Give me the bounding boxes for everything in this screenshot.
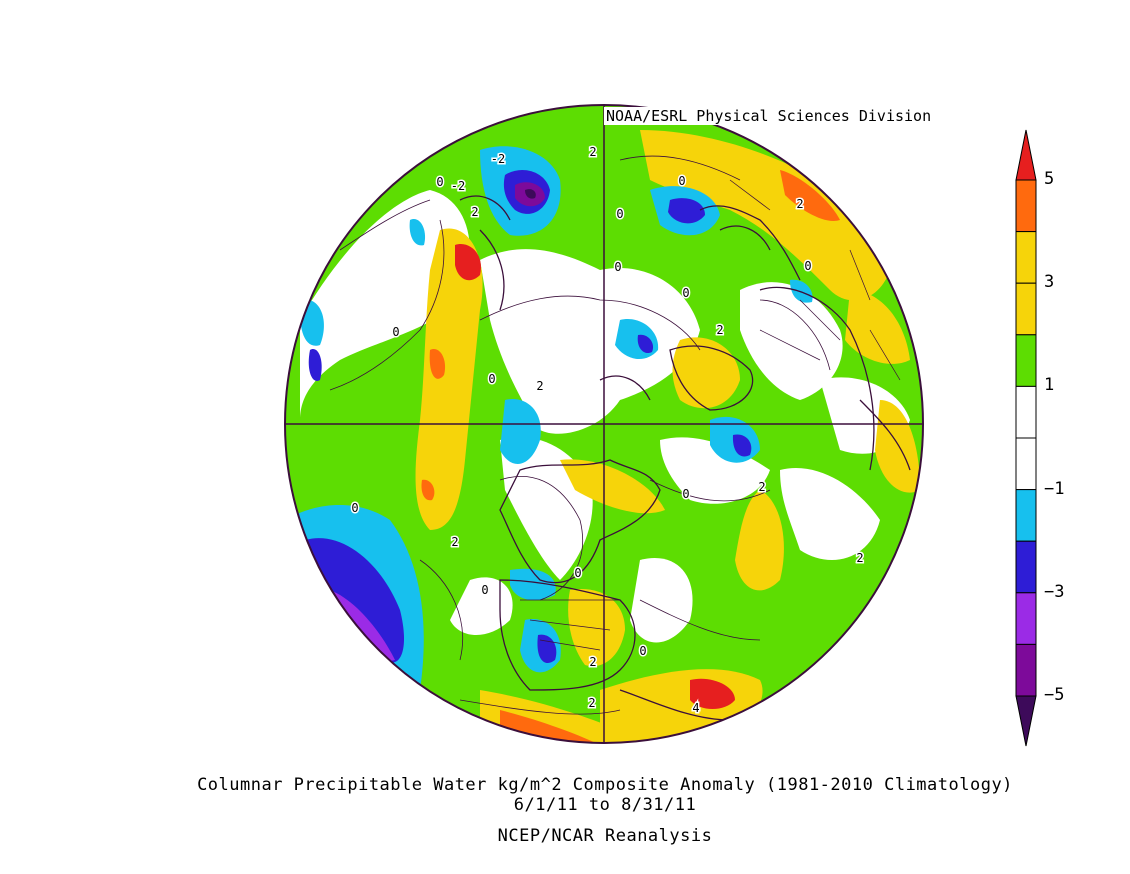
region-purple-southwest <box>330 590 395 661</box>
contour-label: 2 <box>758 480 765 494</box>
colorbar-bin <box>1015 179 1037 233</box>
region-cyan-west-2 <box>409 219 426 246</box>
contour-label: 2 <box>589 145 596 159</box>
contour-label: 0 <box>678 174 685 188</box>
contour-label: 0 <box>351 501 358 515</box>
credit-text: NOAA/ESRL Physical Sciences Division <box>604 107 934 125</box>
contour-label: 0 <box>616 207 623 221</box>
colorbar-tick-label: −1 <box>1044 478 1065 499</box>
contour-lines <box>329 155 831 715</box>
colorbar-bin <box>1015 437 1037 491</box>
colorbar-tick-label: −5 <box>1044 685 1065 705</box>
contour-label: 2 <box>716 323 723 337</box>
region-yellow-europe <box>672 337 740 409</box>
region-yellow-canada <box>560 459 665 514</box>
region-blue-west <box>308 349 322 381</box>
region-blue-siberia <box>732 434 752 457</box>
map-boundary <box>284 104 924 744</box>
contour-label: 2 <box>451 535 458 549</box>
region-yellow-pacific <box>415 228 483 530</box>
colorbar-tick-label: 1 <box>1044 375 1055 396</box>
region-white-atlantic <box>630 558 693 643</box>
colorbar-bin <box>1015 489 1037 542</box>
colorbar-bin <box>1015 231 1037 284</box>
region-orange-pacific-2 <box>421 479 435 501</box>
region-white-pacific-n <box>450 577 513 635</box>
contour-label: 0 <box>481 583 488 597</box>
contour-label: 0 <box>392 325 399 339</box>
region-blue-northeast <box>668 198 705 224</box>
contour-label: -2 <box>491 152 505 166</box>
colorbar-bin <box>1015 385 1037 439</box>
colorbar-tick-label: 5 <box>1044 169 1055 189</box>
contour-label: 0 <box>614 260 621 274</box>
contour-label: 4 <box>692 701 699 715</box>
region-cyan-usa-n <box>510 568 556 601</box>
region-white-east <box>740 282 843 400</box>
colorbar-bin <box>1015 282 1037 336</box>
contour-label: 2 <box>471 205 478 219</box>
contour-label: 2 <box>856 551 863 565</box>
region-orange-south-rim <box>500 710 600 743</box>
region-blue-pole <box>637 334 654 354</box>
region-blue-southwest <box>305 538 405 663</box>
map-source: NCEP/NCAR Reanalysis <box>497 826 713 846</box>
contour-label: 0 <box>639 644 646 658</box>
colorbar-bin <box>1015 643 1037 697</box>
contour-label-group: -2 0 2 -2 0 0 2 2 0 0 0 2 0 0 2 0 0 2 2 0 0 0 2 2 4 2 <box>350 144 865 717</box>
colorbar-bin <box>1015 334 1037 387</box>
contour-label: 0 <box>436 175 443 189</box>
region-orange-northeast <box>780 170 840 221</box>
contour-label: 0 <box>804 259 811 273</box>
region-orange-pacific-1 <box>429 349 446 379</box>
coastlines <box>459 195 911 721</box>
contour-label: 0 <box>682 487 689 501</box>
region-yellow-east-rim <box>845 290 910 364</box>
contour-label: -2 <box>451 179 465 193</box>
colorbar <box>1015 129 1037 747</box>
region-yellow-india <box>875 400 920 493</box>
region-cyan-arctic <box>500 399 541 464</box>
colorbar-bottom-triangle <box>1015 695 1037 747</box>
map-title: Columnar Precipitable Water kg/m^2 Compo… <box>197 775 1013 795</box>
contour-label: 0 <box>682 286 689 300</box>
region-yellow-northeast <box>640 130 890 301</box>
contour-label: 0 <box>574 566 581 580</box>
map-date-range: 6/1/11 to 8/31/11 <box>513 795 697 815</box>
colorbar-bin <box>1015 540 1037 594</box>
region-yellow-southeast <box>735 490 784 591</box>
region-red-caribbean <box>690 678 735 709</box>
colorbar-top-triangle <box>1015 129 1037 181</box>
colorbar-tick-label: −3 <box>1044 581 1065 602</box>
region-red-pacific <box>455 244 481 281</box>
contour-label: 0 <box>488 372 495 386</box>
region-white-west <box>300 190 470 420</box>
region-white-southeast <box>780 468 880 560</box>
colorbar-tick-label: 3 <box>1044 272 1055 293</box>
country-borders <box>520 179 901 651</box>
region-white-pole <box>480 249 700 434</box>
contour-label: 2 <box>589 655 596 669</box>
region-darkpurple-north <box>525 189 536 199</box>
contour-label: 2 <box>796 197 803 211</box>
contour-label: 2 <box>536 379 543 393</box>
contour-label: 2 <box>588 696 595 710</box>
colorbar-bin <box>1015 592 1037 645</box>
